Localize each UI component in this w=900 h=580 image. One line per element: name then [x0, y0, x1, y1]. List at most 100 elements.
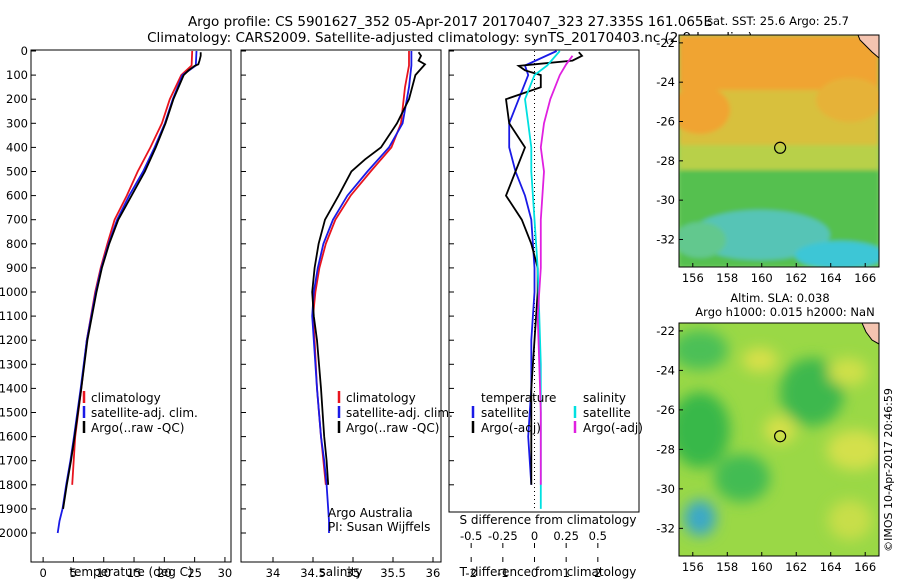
difference-profile-lines	[504, 50, 584, 509]
lat-tick-label: -28	[656, 154, 675, 168]
depth-tick-label: 500	[6, 165, 28, 179]
sla-low-patch	[780, 358, 844, 426]
temperature-axis-label: temperature (deg C)	[69, 565, 192, 579]
lat-tick-label: -30	[656, 193, 675, 207]
depth-tick-label: 1100	[0, 309, 28, 323]
difference-legend-temperature: temperature satellite Argo(-adj)	[471, 391, 556, 435]
lon-tick-label: 158	[716, 560, 738, 574]
sst-field	[679, 35, 879, 267]
depth-tick-label: 0	[21, 44, 28, 58]
sst-warm-patch	[679, 86, 730, 134]
series-line	[311, 51, 427, 485]
x-tick-label: 36	[426, 566, 441, 580]
sst-map-frame	[678, 34, 880, 268]
sla-map-axes: 156 158 160 162 164 166 -22 -24 -26 -28 -30 -32	[656, 324, 876, 574]
s-tick-label: -0.25	[488, 529, 518, 543]
legend-label: satellite-adj. clim.	[91, 406, 198, 420]
lon-tick-label: 158	[716, 271, 738, 285]
sst-map-axes: 156 158 160 162 164 166 -22 -24 -26 -28 -30 -32	[656, 36, 876, 285]
legend-heading: temperature	[481, 391, 556, 405]
s-tick-label: 0	[531, 529, 538, 543]
depth-tick-label: 1900	[0, 502, 28, 516]
salinity-axis-label: salinity	[319, 565, 362, 579]
salinity-x-axis: 34 34.5 35 35.5 36	[266, 557, 441, 580]
salinity-legend: climatology satellite-adj. clim. Argo(..…	[337, 391, 453, 435]
x-tick-label: 34	[266, 566, 281, 580]
coastline-land	[861, 323, 879, 345]
depth-tick-label: 1600	[0, 430, 28, 444]
lat-tick-label: -24	[656, 75, 675, 89]
lon-tick-label: 164	[820, 560, 842, 574]
sst-mid-band	[679, 145, 879, 173]
x-tick-label: 0	[39, 566, 46, 580]
lon-tick-label: 156	[682, 560, 704, 574]
difference-panel-frame	[448, 49, 640, 513]
depth-tick-label: 2000	[0, 526, 28, 540]
salinity-annotation-line1: Argo Australia	[328, 506, 413, 520]
sla-high-patch	[828, 500, 872, 540]
depth-tick-label: 700	[6, 213, 28, 227]
legend-label: satellite	[583, 406, 631, 420]
imos-credit: ©IMOS 10-Apr-2017 20:46:59	[882, 388, 895, 552]
depth-tick-label: 1800	[0, 478, 28, 492]
lon-tick-label: 166	[854, 560, 876, 574]
depth-tick-label: 300	[6, 116, 28, 130]
depth-tick-label: 1300	[0, 357, 28, 371]
sst-warm-patch	[816, 78, 879, 122]
x-tick-label: 35.5	[380, 566, 406, 580]
coastline-land	[857, 35, 879, 59]
depth-tick-label: 200	[6, 92, 28, 106]
x-tick-label: -1	[497, 566, 508, 580]
lat-tick-label: -22	[656, 36, 675, 50]
lat-tick-label: -32	[656, 232, 675, 246]
x-tick-label: 15	[127, 566, 142, 580]
sla-high-patch	[742, 348, 778, 372]
legend-label: Argo(-adj)	[481, 421, 541, 435]
sla-low-patch	[679, 330, 728, 370]
x-tick-label: 2	[594, 566, 601, 580]
x-tick-label: -2	[465, 566, 476, 580]
depth-tick-label: 1700	[0, 454, 28, 468]
lat-tick-label: -28	[656, 442, 675, 456]
sla-low-patch	[714, 454, 770, 502]
sla-heatmap	[679, 323, 879, 556]
s-tick-label: 0.5	[589, 529, 607, 543]
depth-tick-label: 1000	[0, 285, 28, 299]
lon-tick-label: 166	[854, 271, 876, 285]
legend-label: satellite-adj. clim.	[346, 406, 453, 420]
series-line	[62, 52, 202, 510]
sla-high-patch	[827, 430, 879, 470]
lon-tick-label: 164	[820, 271, 842, 285]
temperature-panel-frame	[30, 49, 232, 563]
s-tick-label: -0.5	[460, 529, 482, 543]
lat-tick-label: -26	[656, 403, 675, 417]
x-tick-label: 34.5	[300, 566, 326, 580]
series-line	[508, 50, 558, 485]
lon-tick-label: 160	[751, 271, 773, 285]
lat-tick-label: -26	[656, 115, 675, 129]
legend-label: satellite	[481, 406, 529, 420]
sla-map-title-line2: Argo h1000: 0.015 h2000: NaN	[695, 305, 874, 319]
salinity-annotation-line2: PI: Susan Wijffels	[328, 520, 430, 534]
sst-cool-patch	[690, 210, 830, 260]
legend-heading: salinity	[583, 391, 626, 405]
series-line	[311, 51, 413, 533]
salinity-profile-lines	[311, 51, 427, 533]
depth-tick-label: 1400	[0, 381, 28, 395]
lon-tick-label: 160	[751, 560, 773, 574]
depth-tick-label: 900	[6, 261, 28, 275]
depth-tick-label: 100	[6, 68, 28, 82]
s-difference-x-axis: -0.5 -0.25 0 0.25 0.5	[460, 529, 607, 548]
sst-heatmap	[679, 35, 879, 267]
argo-position-marker	[774, 141, 787, 154]
difference-legend-salinity: salinity satellite Argo(-adj)	[573, 391, 643, 435]
series-line	[504, 51, 584, 485]
legend-label: climatology	[346, 391, 416, 405]
sla-field	[679, 330, 879, 540]
figure-title-line2: Climatology: CARS2009. Satellite-adjuste…	[147, 30, 753, 46]
legend-label: Argo(..raw -QC)	[346, 421, 439, 435]
x-tick-label: 1	[563, 566, 570, 580]
sla-map-frame	[678, 322, 880, 557]
series-line	[536, 55, 574, 485]
